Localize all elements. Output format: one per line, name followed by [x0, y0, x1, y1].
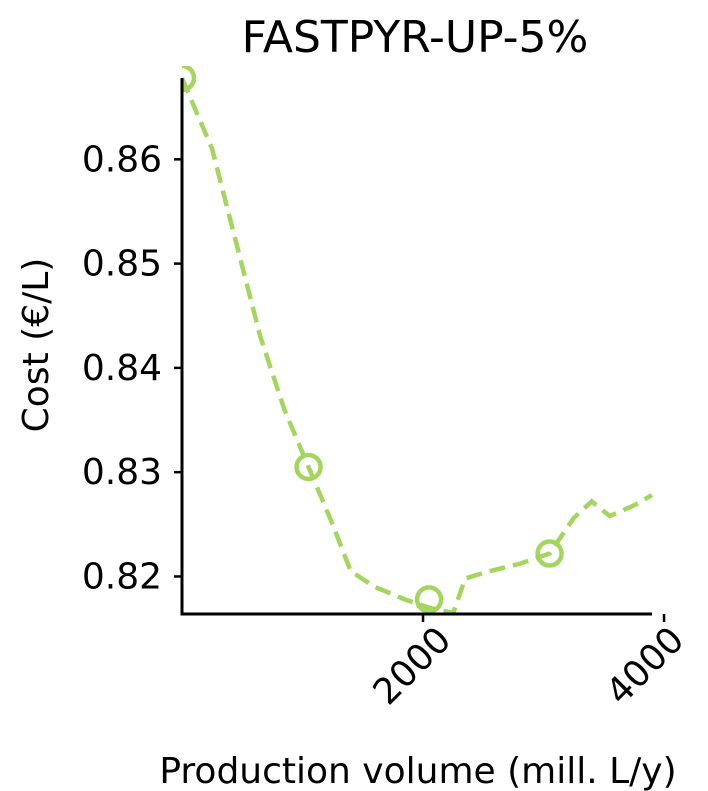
data-point-marker — [294, 452, 323, 482]
y-tick-label: 0.84 — [82, 348, 162, 389]
y-tick-label: 0.83 — [82, 452, 162, 493]
x-tick-label: 4000 — [599, 619, 693, 713]
x-tick-label: 2000 — [366, 619, 460, 713]
chart-title: FASTPYR-UP-5% — [242, 12, 589, 63]
data-point-marker — [535, 539, 564, 568]
y-tick-label: 0.82 — [82, 556, 162, 597]
y-axis-ticks: 0.82 0.83 0.84 0.85 0.86 — [82, 139, 182, 597]
data-point-marker — [182, 66, 197, 93]
x-axis-label: Production volume (mill. L/y) — [159, 751, 676, 791]
data-point-marker — [414, 585, 444, 614]
y-tick-label: 0.86 — [82, 139, 162, 180]
series-line-0 — [182, 77, 654, 614]
plot-area — [182, 66, 654, 614]
x-axis-ticks: 2000 4000 — [366, 614, 693, 713]
y-tick-label: 0.85 — [82, 244, 162, 285]
y-axis-label: Cost (€/L) — [16, 258, 57, 433]
